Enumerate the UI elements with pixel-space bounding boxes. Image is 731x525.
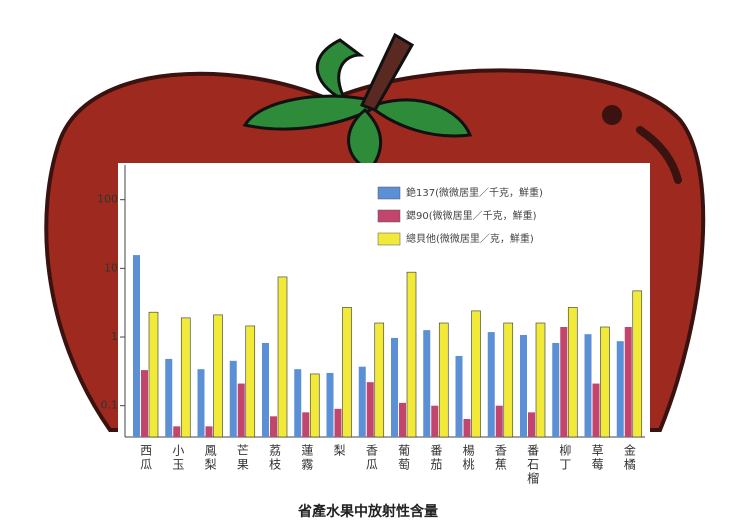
leaf [242,94,372,131]
bar [471,310,481,438]
bar [399,402,406,437]
bar [374,322,385,438]
bar [358,366,366,437]
bar [406,271,417,438]
bar [180,317,191,438]
bar [624,326,632,437]
chart-title: 省產水果中放射性含量 [297,503,438,520]
bar [213,314,223,438]
leaf [373,98,473,138]
bar [342,307,352,438]
bar [495,405,503,437]
stem [359,32,415,112]
tomato-highlight [636,126,682,184]
y-tick-label: 10 [104,261,118,274]
legend-label: 總貝他(微微居里／克，鮮重) [406,232,534,245]
bar [600,326,610,438]
bar [165,358,173,437]
bar [141,370,148,437]
bar [592,383,600,437]
x-tick-label: 草莓 [590,444,604,472]
bar [528,412,535,437]
y-tick-label: 0.1 [101,399,119,412]
bar [334,408,342,437]
x-tick-label: 蓮霧 [300,444,314,472]
bar [245,325,256,438]
bar [205,426,213,437]
bar [503,322,514,438]
bar [423,330,431,437]
bar [520,335,527,437]
y-tick-label: 100 [97,193,118,206]
x-tick-label: 金橘 [622,443,636,472]
bar [229,360,237,437]
bar [262,342,269,437]
bar [270,416,277,437]
legend-label: 鍶90(微微居里／千克，鮮重) [406,209,537,222]
bar [173,426,181,437]
bar [309,373,320,438]
bar [391,337,398,437]
x-tick-label: 番石榴 [526,444,540,486]
bar [294,369,302,437]
legend-swatch [377,186,401,200]
bar [133,255,140,437]
bar [455,355,463,437]
bar [463,419,471,437]
x-tick-label: 葡萄 [397,444,411,472]
bar [197,369,205,437]
bar [632,290,643,438]
bar [326,372,334,437]
legend-swatch [377,209,401,223]
x-tick-label: 小玉 [171,444,185,472]
x-tick-label: 梨 [332,444,346,458]
bar [148,311,159,438]
bar [431,405,439,437]
bar [438,322,449,438]
x-tick-label: 香瓜 [364,444,378,472]
x-tick-label: 鳳梨 [203,444,217,472]
bar [487,332,495,437]
x-tick-label: 番茄 [429,444,443,472]
x-tick-label: 荔枝 [268,444,282,472]
tomato-spot [602,105,622,125]
bar [366,382,374,437]
bar [237,383,245,437]
bar [277,276,288,438]
bar [302,412,310,437]
x-tick-label: 楊桃 [461,443,475,472]
bar [567,307,578,438]
bar [616,341,624,437]
bar [584,334,592,437]
bar [560,326,568,437]
x-tick-label: 香蕉 [493,444,507,472]
x-tick-label: 柳丁 [558,444,572,472]
bar [535,322,546,438]
x-tick-label: 芒果 [235,443,249,472]
bar [552,342,560,437]
x-tick-label: 西瓜 [139,444,153,472]
y-tick-label: 1 [111,330,118,343]
legend-label: 銫137(微微居里／千克，鮮重) [406,186,543,199]
legend-swatch [377,232,401,246]
